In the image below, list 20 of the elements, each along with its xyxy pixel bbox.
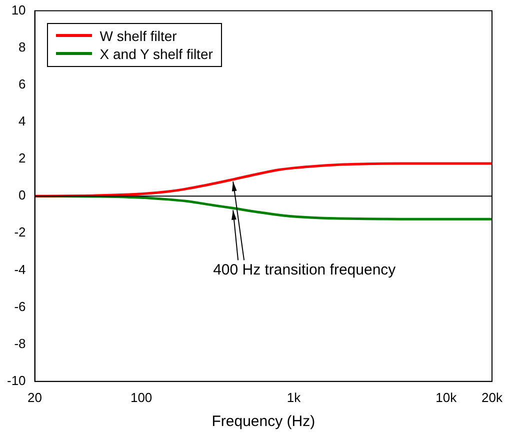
x-tick-label: 20k (482, 390, 503, 405)
y-tick-label: -8 (14, 336, 26, 351)
legend-label: W shelf filter (100, 26, 177, 45)
x-tick-label: 100 (130, 390, 152, 405)
legend-label: X and Y shelf filter (100, 44, 213, 63)
y-tick-label: -6 (14, 298, 26, 314)
y-tick-label: 0 (18, 188, 26, 203)
y-tick-label: 4 (18, 114, 26, 129)
x-tick-label: 10k (436, 390, 458, 405)
y-tick-label: 2 (18, 150, 26, 166)
y-tick-label: -4 (14, 262, 26, 277)
x-axis-title: Frequency (Hz) (212, 413, 316, 430)
y-tick-label: 10 (11, 2, 26, 18)
x-tick-label: 1k (286, 390, 302, 405)
y-tick-label: -10 (6, 372, 26, 388)
y-tick-label: 6 (18, 76, 26, 92)
x-tick-label: 20 (28, 390, 42, 405)
annotation: 400 Hz transition frequency (213, 261, 396, 278)
y-tick-label: -2 (14, 224, 26, 240)
y-tick-label: 8 (18, 39, 26, 54)
